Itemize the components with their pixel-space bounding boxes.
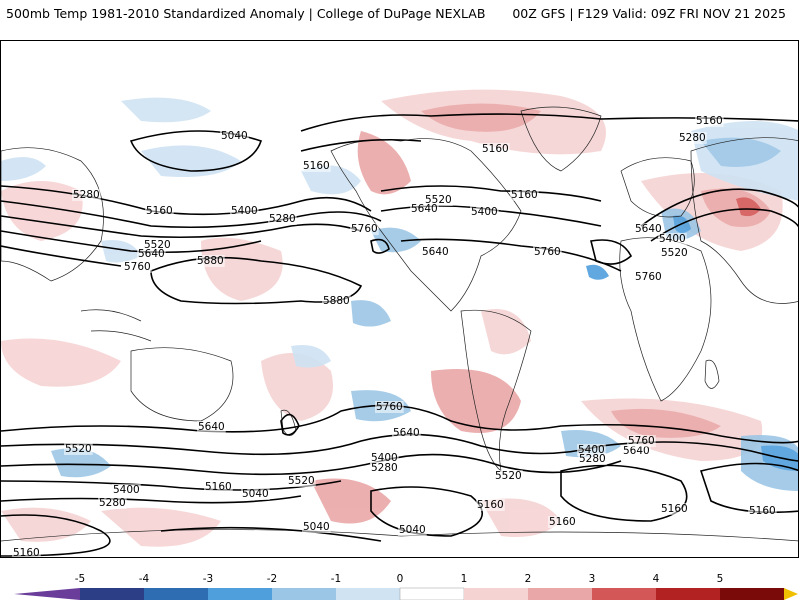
colorbar-tick-label: 3 [589,573,596,585]
greenland-outline [520,106,602,172]
north-america-outline [330,138,522,312]
colorbar-swatch [399,587,465,600]
contour-label: 5160 [477,499,504,511]
colorbar-swatch [208,588,272,600]
south-america-outline [460,309,532,472]
contour-label: 5400 [659,233,686,245]
colorbar-tick-label: -5 [75,573,85,585]
contour-label: 5760 [635,271,662,283]
colorbar-tick-label: -4 [139,573,150,585]
contour-label: 5880 [323,295,350,307]
anomaly-map: 5040 5160 5280 5160 5400 5280 5520 5640 … [1,89,798,558]
colorbar-swatches [14,587,798,600]
colorbar-swatch [272,588,336,600]
contour-label: 5280 [679,132,706,144]
madagascar-outline [704,359,720,389]
height-contours [1,113,798,557]
contour-label: 5280 [73,189,100,201]
warm-anomaly-shading [1,89,783,547]
contour-label: 5160 [146,205,173,217]
contour-label: 5640 [422,246,449,258]
contour-label: 5640 [411,203,438,215]
africa-outline [619,237,712,402]
colorbar-tick-label: -2 [267,573,277,585]
colorbar-tick-label: -3 [203,573,213,585]
contour-label: 5160 [696,115,723,127]
contour-label: 5160 [749,505,776,517]
colorbar-swatch [336,588,400,600]
contour-label: 5400 [371,452,398,464]
contour-label: 5400 [231,205,258,217]
indonesia-outline [80,309,152,342]
contour-label: 5280 [269,213,296,225]
contour-label: 5760 [628,435,655,447]
contour-label: 5520 [288,475,315,487]
contour-label-bottom: 5040 [303,521,330,533]
contour-label: 5520 [661,247,688,259]
contour-label: 5400 [113,484,140,496]
contour-label: 5880 [197,255,224,267]
contour-label: 5160 [205,481,232,493]
colorbar-swatch [720,588,784,600]
colorbar-tick-label: 1 [461,573,468,585]
contour-label: 5760 [376,401,403,413]
asia-west-outline [1,147,104,282]
contour-label: 5760 [124,261,151,273]
contour-label: 5640 [393,427,420,439]
contour-label: 5520 [495,470,522,482]
contour-label: 5640 [635,223,662,235]
colorbar-swatch [592,588,656,600]
colorbar-ticks: -5 -4 -3 -2 -1 0 1 2 3 4 5 [75,573,724,585]
asia-outline [690,137,798,304]
contour-label: 5760 [351,223,378,235]
colorbar-tick-label: -1 [331,573,341,585]
colorbar-tick-label: 5 [717,573,724,585]
map-title: 500mb Temp 1981-2010 Standardized Anomal… [6,6,486,21]
contour-label: 5040 [399,524,426,536]
anomaly-colorbar: -5 -4 -3 -2 -1 0 1 2 3 4 5 [14,573,798,600]
colorbar-swatch [80,588,144,600]
contour-label: 5040 [221,130,248,142]
contour-label: 5160 [549,516,576,528]
contour-label: 5640 [198,421,225,433]
colorbar-tick-label: 4 [653,573,660,585]
contour-label: 5160 [661,503,688,515]
colorbar-swatch [464,588,528,600]
model-run-info: 00Z GFS | F129 Valid: 09Z FRI NOV 21 202… [512,6,786,21]
contour-label: 5280 [371,462,398,474]
contour-label: 5160 [511,189,538,201]
colorbar-swatch [656,588,720,600]
colorbar-swatch [144,588,208,600]
contour-label: 5760 [534,246,561,258]
colorbar-swatch [784,588,798,600]
colorbar-swatch [14,588,80,600]
contour-label: 5160 [13,547,40,558]
australia-outline [130,347,234,422]
contour-label: 5400 [471,206,498,218]
contour-label: 5640 [138,248,165,260]
contour-label: 5280 [99,497,126,509]
colorbar-tick-label: 0 [397,573,404,585]
contour-label: 5040 [242,488,269,500]
contour-labels: 5040 5160 5280 5160 5400 5280 5520 5640 … [12,115,777,558]
contour-label: 5160 [482,143,509,155]
contour-label: 5520 [65,443,92,455]
map-panel[interactable]: 5040 5160 5280 5160 5400 5280 5520 5640 … [0,40,799,558]
contour-label: 5280 [579,453,606,465]
colorbar-swatch [528,588,592,600]
contour-label: 5160 [303,160,330,172]
contour-label: 5640 [623,445,650,457]
colorbar-tick-label: 2 [525,573,532,585]
europe-outline [620,157,695,218]
